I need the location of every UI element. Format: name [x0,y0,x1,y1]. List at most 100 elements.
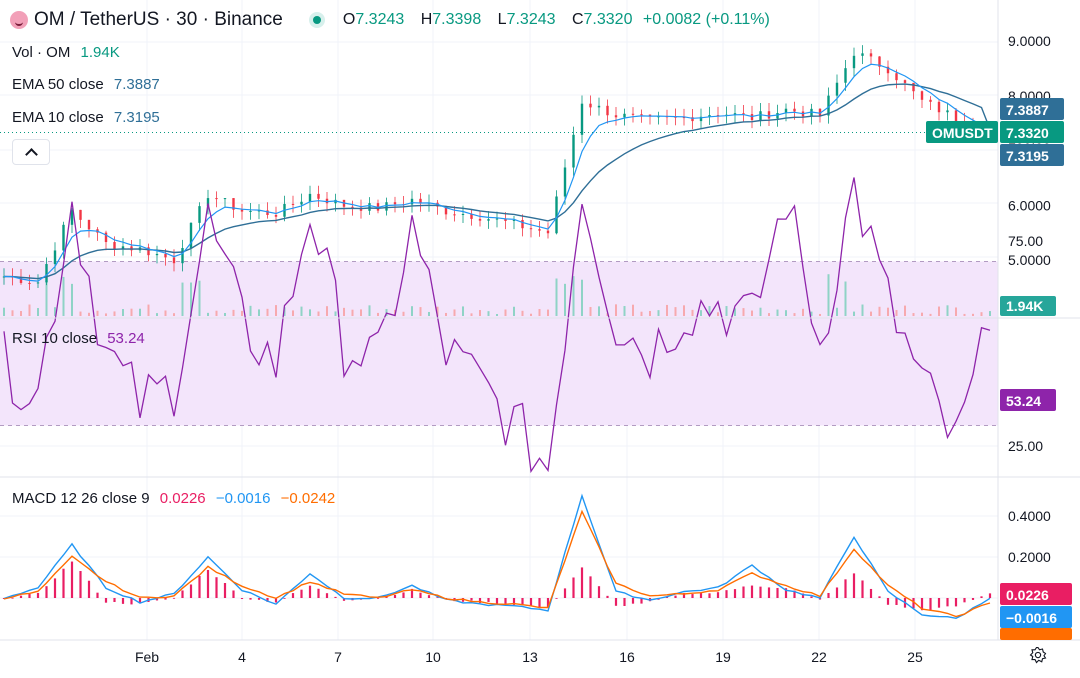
candle-body [597,105,601,108]
volume-bar [895,310,898,316]
close-label: C [571,11,584,28]
macd-histogram-bar [555,598,558,599]
macd-histogram-bar [572,577,575,598]
macd-histogram-bar [487,598,490,602]
open-label: O [342,11,356,28]
macd-histogram-bar [121,598,125,604]
candle-body [716,115,720,117]
ema50-legend[interactable]: EMA 50 close 7.3887 [12,76,160,93]
volume-bar [309,309,311,316]
candle-body [79,209,82,220]
volume-bar [513,306,515,316]
macd-histogram-bar [529,598,533,606]
macd-hist-tag-bg [1000,583,1072,605]
candle-body [776,113,779,119]
volume-bar [207,312,209,316]
candle-body [606,105,609,116]
volume-bar [861,304,864,316]
volume-bar [802,308,804,316]
candle-body [546,230,550,234]
macd-histogram-bar [929,598,932,611]
time-axis-label: 19 [715,649,731,665]
macd-histogram-bar [631,598,635,604]
macd-legend[interactable]: MACD 12 26 close 9 0.0226 −0.0016 −0.024… [12,490,335,507]
gear-icon[interactable] [1029,646,1047,664]
macd-histogram-bar [19,595,23,598]
volume-bar [844,281,847,316]
ema50-legend-label: EMA 50 close [12,76,104,93]
low-value: 7.3243 [506,11,556,28]
macd-signal-line [3,509,991,618]
ema50-price-tag: 7.3887 [1006,102,1049,118]
macd-histogram-bar [478,598,482,603]
volume-bar [215,310,218,316]
volume-bar [946,305,949,316]
symbol-header[interactable]: OM / TetherUS · 30 · Binance O7.3243 H7.… [10,6,770,34]
volume-bar [768,313,770,316]
candle-body [903,80,907,83]
macd-histogram-bar [53,578,57,598]
macd-histogram-bar [223,583,227,598]
volume-bar [62,276,65,316]
candle-body [393,202,397,205]
candle-body [954,110,958,122]
macd-legend-line: −0.0016 [215,490,271,507]
macd-histogram-bar [198,575,201,598]
candle-body [155,253,159,256]
volume-bar [334,311,337,316]
volume-bar [972,313,974,316]
volume-bar [980,312,983,316]
rsi-tag: 53.24 [1006,393,1041,409]
volume-bar [351,309,354,316]
volume-bar [470,313,473,316]
macd-histogram-bar [300,589,303,598]
candle-body [385,202,388,211]
volume-bar [96,310,99,316]
time-axis-label: 10 [425,649,441,665]
rsi-axis-label: 75.00 [1008,233,1043,249]
volume-legend[interactable]: Vol · OM 1.94K [12,44,120,61]
symbol-title[interactable]: OM / TetherUS · 30 · Binance [34,9,283,30]
candle-body [70,209,74,225]
candle-body [733,113,737,115]
volume-bar [411,306,413,316]
volume-bar [572,276,575,316]
candle-body [563,167,567,197]
candle-body [113,242,116,250]
macd-histogram-bar [750,585,754,598]
volume-bar [955,307,957,316]
time-axis-label: 7 [334,649,342,665]
volume-bar [241,310,243,316]
candle-body [368,203,371,211]
candle-body [708,115,711,117]
candle-body [104,232,108,243]
macd-signal-tag-bg [1000,628,1072,640]
rsi-legend[interactable]: RSI 10 close 53.24 [12,330,145,347]
macd-histogram-bar [716,592,720,598]
macd-histogram-bar [801,593,805,598]
volume-bar [275,305,277,316]
macd-histogram-bar [376,598,380,599]
macd-histogram-bar [402,592,405,598]
ema10-legend[interactable]: EMA 10 close 7.3195 [12,109,160,126]
macd-histogram-bar [512,598,516,605]
macd-legend-hist: 0.0226 [159,490,206,507]
time-axis[interactable]: Feb 4 7 10 13 16 19 22 25 [135,649,923,665]
volume-bar [445,312,447,316]
rsi-axis-label: 25.00 [1008,438,1043,454]
candle-body [852,55,856,69]
macd-histogram-bar [172,597,176,599]
macd-histogram-bar [138,598,142,604]
candle-body [206,198,210,207]
candle-body [36,282,40,284]
macd-histogram-bar [818,598,822,600]
rsi-legend-value: 53.24 [107,330,145,347]
macd-histogram-bar [980,596,983,598]
candle-body [869,53,873,57]
macd-histogram-bar [682,593,686,598]
collapse-legend-button[interactable] [12,139,50,165]
low-label: L [497,11,507,28]
volume-bar [11,310,14,316]
candle-body [631,113,635,115]
